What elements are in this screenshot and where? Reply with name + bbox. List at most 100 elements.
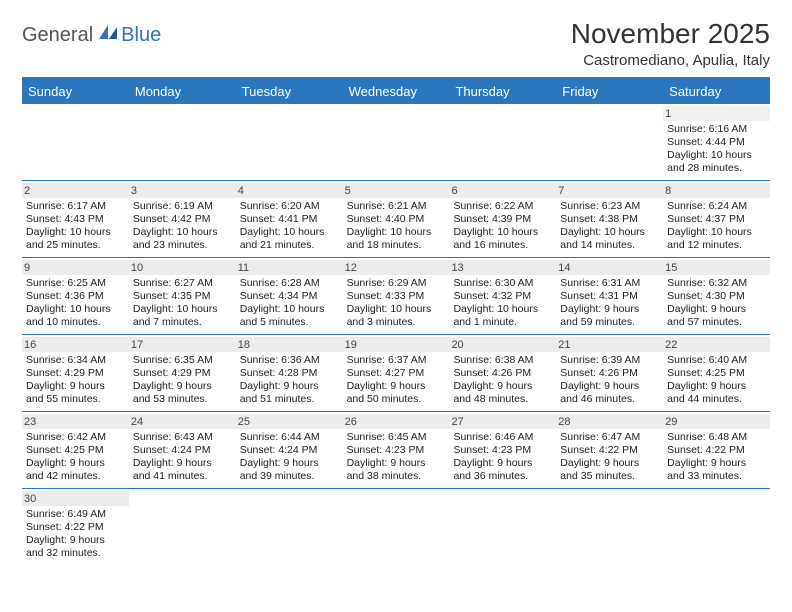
day-number: 14 xyxy=(558,262,570,274)
daylight-text: and 39 minutes. xyxy=(240,470,339,483)
sunrise-text: Sunrise: 6:39 AM xyxy=(560,354,659,367)
daylight-text: Daylight: 9 hours xyxy=(347,457,446,470)
calendar-cell: 8Sunrise: 6:24 AMSunset: 4:37 PMDaylight… xyxy=(663,181,770,257)
day-number-bar: 29 xyxy=(663,414,770,429)
calendar-cell: 11Sunrise: 6:28 AMSunset: 4:34 PMDayligh… xyxy=(236,258,343,334)
logo-sail-icon xyxy=(99,25,119,39)
daylight-text: and 10 minutes. xyxy=(26,316,125,329)
calendar-cell xyxy=(449,489,556,565)
sunrise-text: Sunrise: 6:19 AM xyxy=(133,200,232,213)
day-number: 17 xyxy=(131,339,143,351)
day-number-bar: 6 xyxy=(449,183,556,198)
day-number: 15 xyxy=(665,262,677,274)
day-number: 4 xyxy=(238,185,244,197)
header: General Blue November 2025 Castromediano… xyxy=(22,18,770,69)
sunrise-text: Sunrise: 6:20 AM xyxy=(240,200,339,213)
sunrise-text: Sunrise: 6:49 AM xyxy=(26,508,125,521)
logo-text-blue: Blue xyxy=(121,24,161,47)
calendar-body: 1Sunrise: 6:16 AMSunset: 4:44 PMDaylight… xyxy=(22,104,770,565)
calendar-cell xyxy=(129,104,236,180)
calendar-cell xyxy=(236,489,343,565)
calendar-row: 2Sunrise: 6:17 AMSunset: 4:43 PMDaylight… xyxy=(22,180,770,257)
daylight-text: and 14 minutes. xyxy=(560,239,659,252)
calendar-row: 16Sunrise: 6:34 AMSunset: 4:29 PMDayligh… xyxy=(22,334,770,411)
calendar-cell xyxy=(556,104,663,180)
calendar-cell xyxy=(343,104,450,180)
daylight-text: and 55 minutes. xyxy=(26,393,125,406)
day-number: 3 xyxy=(131,185,137,197)
sunset-text: Sunset: 4:40 PM xyxy=(347,213,446,226)
calendar-cell: 14Sunrise: 6:31 AMSunset: 4:31 PMDayligh… xyxy=(556,258,663,334)
calendar-cell: 1Sunrise: 6:16 AMSunset: 4:44 PMDaylight… xyxy=(663,104,770,180)
calendar-cell xyxy=(236,104,343,180)
day-number-bar: 21 xyxy=(556,337,663,352)
daylight-text: and 41 minutes. xyxy=(133,470,232,483)
sunset-text: Sunset: 4:44 PM xyxy=(667,136,766,149)
calendar-cell: 24Sunrise: 6:43 AMSunset: 4:24 PMDayligh… xyxy=(129,412,236,488)
title-block: November 2025 Castromediano, Apulia, Ita… xyxy=(571,18,770,69)
day-number-bar: 12 xyxy=(343,260,450,275)
calendar-row: 23Sunrise: 6:42 AMSunset: 4:25 PMDayligh… xyxy=(22,411,770,488)
daylight-text: and 36 minutes. xyxy=(453,470,552,483)
day-number: 8 xyxy=(665,185,671,197)
daylight-text: and 33 minutes. xyxy=(667,470,766,483)
sunset-text: Sunset: 4:32 PM xyxy=(453,290,552,303)
daylight-text: Daylight: 9 hours xyxy=(240,380,339,393)
calendar-cell xyxy=(343,489,450,565)
sunset-text: Sunset: 4:36 PM xyxy=(26,290,125,303)
calendar-cell: 26Sunrise: 6:45 AMSunset: 4:23 PMDayligh… xyxy=(343,412,450,488)
calendar-cell: 15Sunrise: 6:32 AMSunset: 4:30 PMDayligh… xyxy=(663,258,770,334)
daylight-text: and 32 minutes. xyxy=(26,547,125,560)
day-number: 28 xyxy=(558,416,570,428)
daylight-text: Daylight: 10 hours xyxy=(133,226,232,239)
sunrise-text: Sunrise: 6:45 AM xyxy=(347,431,446,444)
calendar-cell: 13Sunrise: 6:30 AMSunset: 4:32 PMDayligh… xyxy=(449,258,556,334)
day-number-bar: 22 xyxy=(663,337,770,352)
daylight-text: Daylight: 9 hours xyxy=(26,457,125,470)
sunset-text: Sunset: 4:42 PM xyxy=(133,213,232,226)
daylight-text: Daylight: 10 hours xyxy=(347,226,446,239)
daylight-text: and 21 minutes. xyxy=(240,239,339,252)
sunrise-text: Sunrise: 6:40 AM xyxy=(667,354,766,367)
day-number: 9 xyxy=(24,262,30,274)
calendar-cell: 25Sunrise: 6:44 AMSunset: 4:24 PMDayligh… xyxy=(236,412,343,488)
daylight-text: and 25 minutes. xyxy=(26,239,125,252)
day-number: 1 xyxy=(665,108,671,120)
daylight-text: and 18 minutes. xyxy=(347,239,446,252)
logo-text-general: General xyxy=(22,24,93,47)
daylight-text: Daylight: 10 hours xyxy=(453,226,552,239)
calendar-row: 1Sunrise: 6:16 AMSunset: 4:44 PMDaylight… xyxy=(22,104,770,180)
daylight-text: Daylight: 9 hours xyxy=(453,380,552,393)
daylight-text: Daylight: 9 hours xyxy=(240,457,339,470)
day-number: 5 xyxy=(345,185,351,197)
daylight-text: Daylight: 10 hours xyxy=(667,226,766,239)
day-number: 27 xyxy=(451,416,463,428)
sunrise-text: Sunrise: 6:24 AM xyxy=(667,200,766,213)
sunset-text: Sunset: 4:27 PM xyxy=(347,367,446,380)
sunset-text: Sunset: 4:22 PM xyxy=(26,521,125,534)
day-number: 11 xyxy=(238,262,249,274)
daylight-text: Daylight: 9 hours xyxy=(133,457,232,470)
sunset-text: Sunset: 4:22 PM xyxy=(560,444,659,457)
page-title: November 2025 xyxy=(571,18,770,50)
sunrise-text: Sunrise: 6:32 AM xyxy=(667,277,766,290)
calendar-cell: 16Sunrise: 6:34 AMSunset: 4:29 PMDayligh… xyxy=(22,335,129,411)
calendar-header-row: SundayMondayTuesdayWednesdayThursdayFrid… xyxy=(22,79,770,104)
day-number-bar: 30 xyxy=(22,491,129,506)
sunset-text: Sunset: 4:33 PM xyxy=(347,290,446,303)
daylight-text: and 44 minutes. xyxy=(667,393,766,406)
daylight-text: Daylight: 9 hours xyxy=(26,534,125,547)
daylight-text: Daylight: 10 hours xyxy=(26,303,125,316)
calendar-cell xyxy=(556,489,663,565)
day-number-bar: 23 xyxy=(22,414,129,429)
day-number: 26 xyxy=(345,416,357,428)
day-number-bar: 14 xyxy=(556,260,663,275)
daylight-text: Daylight: 9 hours xyxy=(453,457,552,470)
daylight-text: and 35 minutes. xyxy=(560,470,659,483)
calendar-cell: 3 Sunrise: 6:19 AMSunset: 4:42 PMDaylight… xyxy=(129,181,236,257)
daylight-text: and 12 minutes. xyxy=(667,239,766,252)
calendar-cell xyxy=(129,489,236,565)
sunset-text: Sunset: 4:26 PM xyxy=(453,367,552,380)
sunrise-text: Sunrise: 6:46 AM xyxy=(453,431,552,444)
day-number: 21 xyxy=(558,339,570,351)
